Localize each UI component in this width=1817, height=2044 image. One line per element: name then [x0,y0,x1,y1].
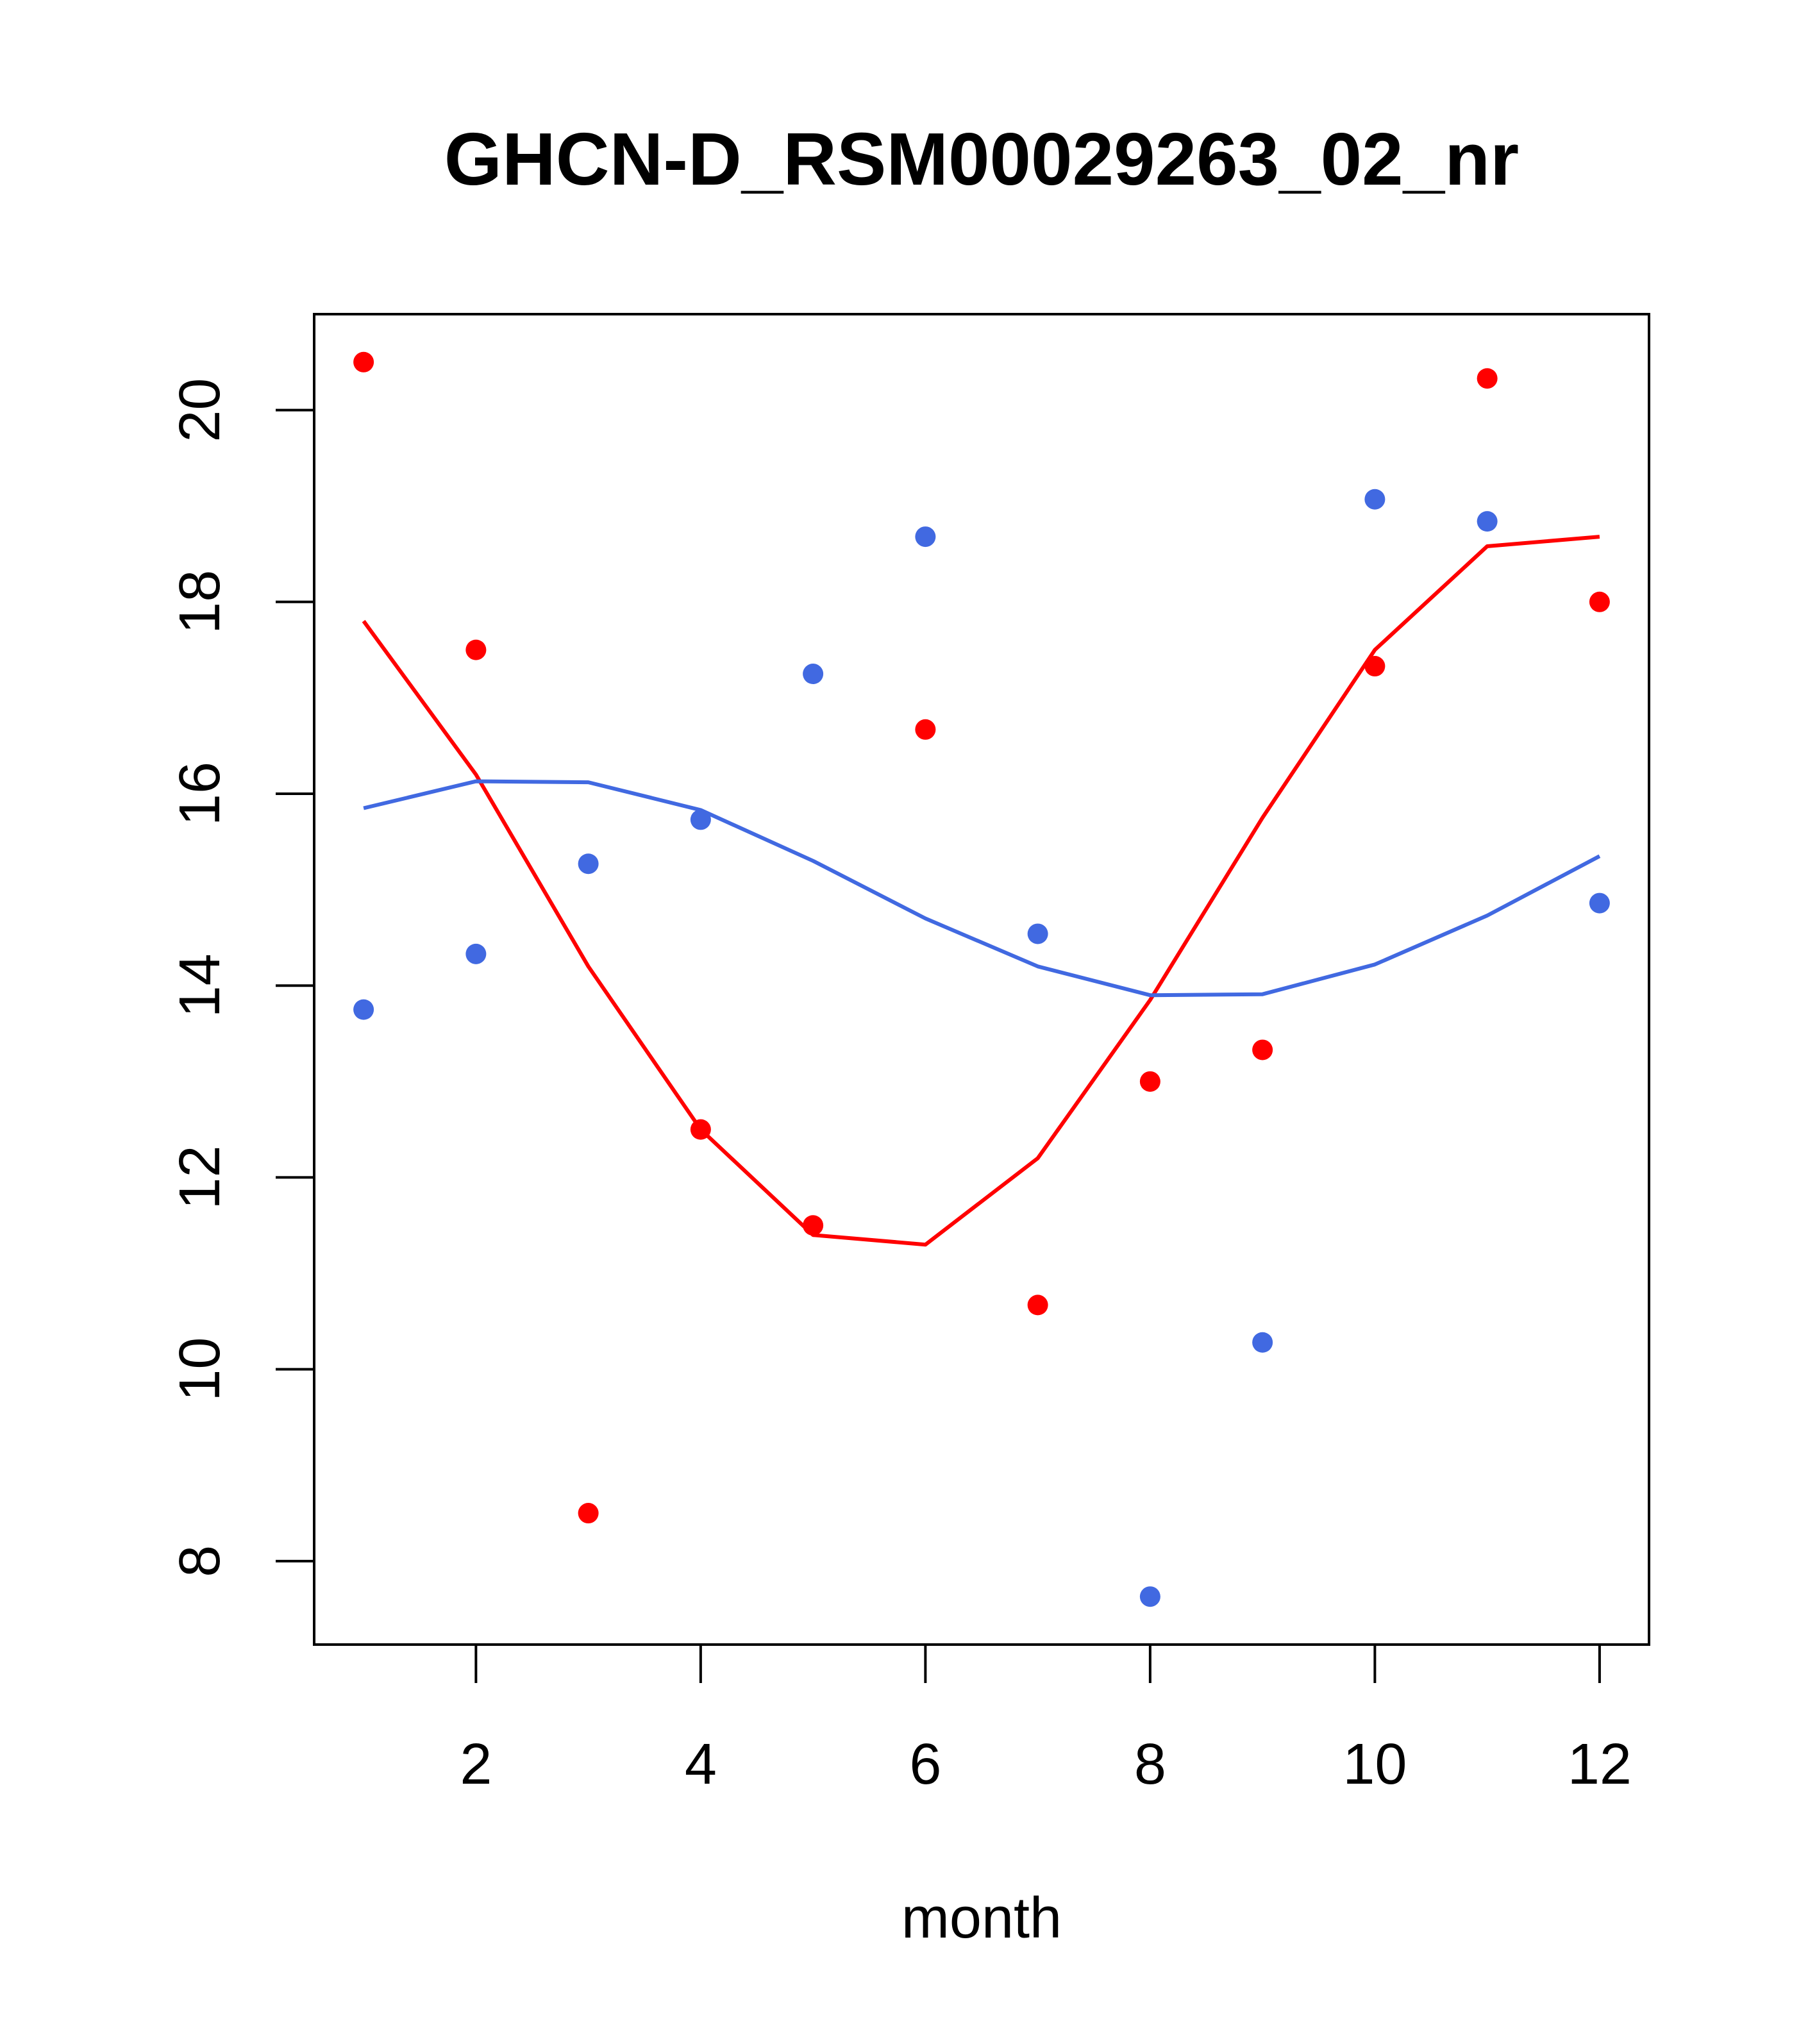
x-tick-label: 12 [1568,1732,1632,1797]
series-2-point [353,999,374,1020]
x-tick-label: 10 [1343,1732,1407,1797]
series-2-point [578,853,599,875]
series-1-point [915,719,936,740]
series-2-point [1027,923,1048,944]
x-tick-label: 2 [460,1732,492,1797]
series-1-point [1364,656,1386,677]
x-tick-label: 6 [909,1732,941,1797]
y-tick-label: 18 [168,570,232,634]
series-2-point [1477,511,1498,532]
y-tick-label: 16 [168,762,232,826]
x-tick-label: 4 [685,1732,717,1797]
series-1-point [465,639,487,660]
series-2-line [363,779,1601,998]
series-2-point [1252,1332,1273,1353]
series-1-point [803,1215,824,1236]
x-axis-label: month [901,1886,1062,1950]
series-2-point [690,809,711,830]
y-tick-label: 10 [168,1337,232,1402]
series-1-point [1139,1071,1160,1092]
series-1-point [1477,368,1498,389]
series-2-point [1589,892,1610,914]
plot-frame [313,313,1650,1646]
series-1-point [1027,1294,1048,1316]
y-tick-label: 8 [168,1545,232,1577]
series-2-point [1364,489,1386,510]
series-1-point [690,1119,711,1140]
chart-title: GHCN-D_RSM00029263_02_nr [444,117,1519,201]
y-tick-label: 12 [168,1145,232,1209]
series-2-point [803,664,824,685]
x-tick-label: 8 [1134,1732,1166,1797]
y-tick-label: 20 [168,378,232,442]
y-tick-label: 14 [168,953,232,1018]
series-layer [353,351,1610,1607]
series-1-line [362,535,1600,1247]
series-2-point [1139,1586,1160,1607]
series-1-point [1252,1039,1273,1060]
series-1-point [353,351,374,373]
x-axis: 2 4 6 8 10 12 [460,1643,1632,1797]
series-1-point [1589,591,1610,612]
series-2-point [915,526,936,548]
y-axis: 8 10 12 14 16 18 20 [168,378,315,1577]
series-2-point [465,943,487,964]
series-1-point [578,1503,599,1524]
